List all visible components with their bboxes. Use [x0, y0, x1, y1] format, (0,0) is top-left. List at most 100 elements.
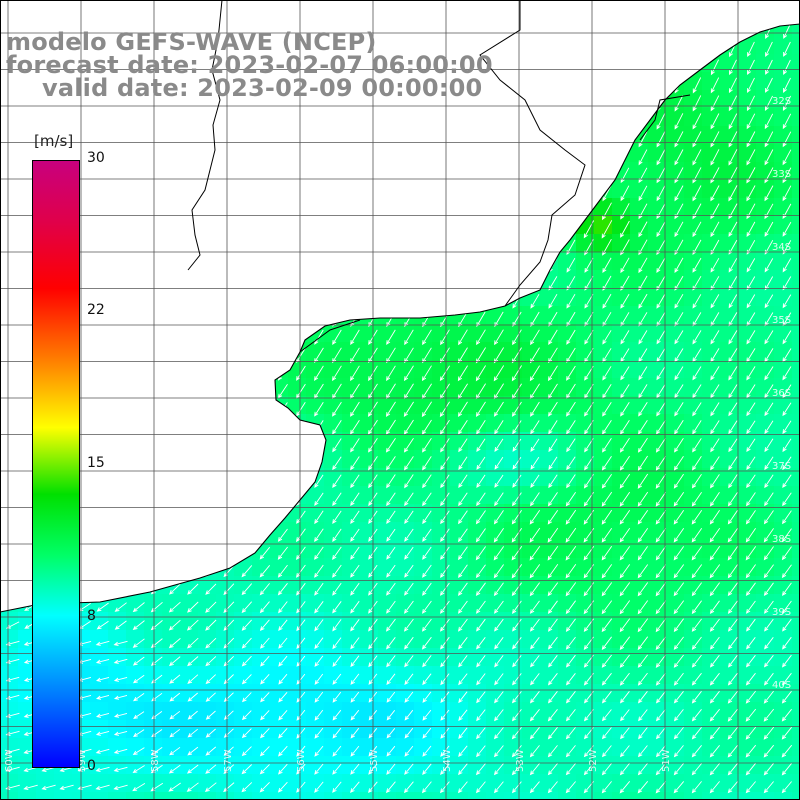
wind-cell	[360, 558, 379, 577]
wind-arrow	[458, 510, 468, 525]
title-model: modelo GEFS-WAVE (NCEP)	[6, 28, 377, 56]
wind-arrow	[620, 293, 630, 309]
wind-cell	[504, 144, 523, 163]
wind-arrow	[710, 185, 720, 202]
wind-cell	[792, 216, 800, 235]
wind-arrow	[133, 693, 145, 702]
wind-cell	[720, 378, 739, 397]
wind-cell	[396, 756, 415, 775]
wind-cell	[702, 270, 721, 289]
wind-arrow	[205, 402, 216, 416]
wind-arrow	[566, 438, 576, 453]
wind-arrow	[601, 636, 612, 651]
wind-arrow	[350, 276, 360, 291]
wind-cell	[540, 180, 559, 199]
wind-cell	[738, 756, 757, 775]
wind-cell	[666, 792, 685, 800]
wind-arrow	[674, 221, 684, 238]
wind-arrow	[262, 6, 268, 20]
wind-cell	[486, 468, 505, 487]
wind-arrow	[764, 330, 774, 345]
wind-arrow	[637, 672, 648, 686]
wind-arrow	[386, 691, 396, 703]
wind-cell	[90, 630, 109, 649]
wind-arrow	[404, 510, 414, 524]
wind-cell	[540, 738, 559, 757]
wind-cell	[666, 360, 685, 379]
wind-arrow	[477, 24, 485, 39]
wind-arrow	[225, 132, 233, 147]
wind-arrow	[781, 763, 792, 776]
wind-arrow	[782, 420, 792, 435]
wind-cell	[702, 180, 721, 199]
wind-arrow	[133, 385, 145, 398]
wind-arrow	[278, 492, 288, 506]
wind-cell	[486, 252, 505, 271]
wind-cell	[216, 522, 235, 541]
wind-cell	[432, 0, 451, 19]
wind-cell	[774, 504, 793, 523]
wind-arrow	[187, 493, 199, 506]
wind-cell	[522, 792, 541, 800]
wind-arrow	[637, 691, 648, 704]
wind-cell	[108, 288, 127, 307]
wind-arrow	[440, 636, 450, 650]
wind-cell	[558, 450, 577, 469]
wind-cell	[342, 324, 361, 343]
wind-arrow	[314, 258, 323, 273]
wind-cell	[378, 792, 397, 800]
wind-cell	[540, 594, 559, 613]
wind-cell	[324, 108, 343, 127]
wind-cell	[738, 90, 757, 109]
wind-cell	[468, 24, 487, 37]
wind-arrow	[547, 582, 559, 597]
wind-cell	[396, 216, 415, 235]
wind-cell	[738, 522, 757, 541]
wind-arrow	[6, 422, 19, 433]
wind-cell	[720, 702, 739, 721]
latitude-label: 39S	[772, 607, 792, 618]
wind-cell	[144, 144, 163, 163]
wind-cell	[522, 486, 541, 505]
wind-arrow	[567, 24, 575, 39]
wind-cell	[558, 324, 577, 343]
wind-cell	[144, 270, 163, 289]
wind-cell	[180, 108, 199, 127]
wind-arrow	[296, 727, 306, 739]
wind-cell	[162, 234, 181, 253]
wind-cell	[180, 684, 199, 703]
wind-arrow	[745, 744, 757, 758]
wind-arrow	[459, 168, 467, 183]
wind-arrow	[709, 582, 720, 597]
wind-arrow	[440, 763, 450, 776]
wind-arrow	[296, 222, 305, 237]
wind-cell	[792, 576, 800, 595]
wind-cell	[198, 720, 217, 739]
wind-cell	[666, 450, 685, 469]
wind-arrow	[332, 276, 342, 291]
wind-arrow	[151, 547, 163, 559]
wind-arrow	[565, 636, 576, 650]
wind-arrow	[619, 618, 631, 633]
wind-cell	[774, 144, 793, 163]
wind-cell	[252, 378, 271, 397]
wind-arrow	[730, 6, 737, 20]
wind-cell	[702, 72, 721, 91]
wind-arrow	[205, 601, 217, 613]
wind-arrow	[169, 493, 181, 506]
wind-cell	[702, 90, 721, 109]
wind-arrow	[620, 59, 630, 76]
wind-arrow	[404, 222, 413, 237]
wind-arrow	[278, 692, 288, 703]
wind-cell	[342, 468, 361, 487]
wind-cell	[504, 198, 523, 217]
wind-arrow	[548, 167, 558, 184]
wind-arrow	[278, 474, 288, 488]
wind-cell	[252, 504, 271, 523]
wind-cell	[216, 270, 235, 289]
wind-cell	[396, 468, 415, 487]
wind-arrow	[586, 6, 593, 20]
wind-arrow	[531, 96, 539, 111]
wind-arrow	[637, 618, 649, 633]
wind-arrow	[404, 474, 414, 489]
